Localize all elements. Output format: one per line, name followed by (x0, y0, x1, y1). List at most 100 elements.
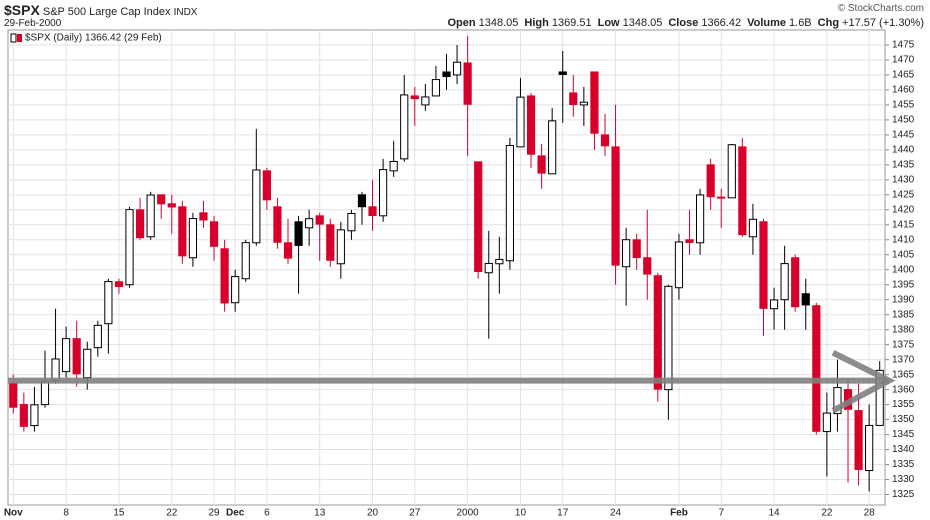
candle-body (537, 155, 546, 174)
y-tick-label: 1340 (892, 444, 915, 455)
candle (854, 383, 863, 486)
candle-body (748, 218, 758, 238)
candle-body (812, 305, 821, 432)
candle-body (622, 239, 631, 268)
candle-body (178, 206, 187, 257)
candle-body (664, 285, 673, 391)
candle (632, 233, 641, 270)
candle (738, 137, 747, 237)
x-tick-label: 17 (557, 508, 569, 519)
candle-body (579, 101, 588, 106)
candle-body (146, 194, 155, 238)
info-label: High (524, 17, 549, 29)
y-tick-label: 1465 (892, 70, 915, 81)
x-tick-label: 28 (864, 508, 876, 519)
candle (167, 194, 176, 234)
candle-body (463, 62, 472, 105)
candle-body (400, 94, 409, 160)
annotation-arrowhead (831, 349, 896, 414)
candle-body (695, 194, 705, 244)
candle-body (590, 71, 599, 134)
candle-body (262, 170, 271, 201)
candle-body (875, 369, 884, 426)
candle (389, 140, 398, 177)
candle (315, 212, 324, 261)
y-tick-label: 1370 (892, 354, 915, 365)
candle (326, 218, 335, 267)
y-tick-label: 1430 (892, 174, 915, 185)
ohlc-info: Open 1348.05 High 1369.51 Low 1348.05 Close 136… (441, 17, 924, 29)
x-tick-label: 8 (63, 508, 69, 519)
info-label: Low (597, 17, 620, 29)
candle (833, 359, 842, 432)
candle (442, 53, 451, 90)
candle (62, 326, 71, 378)
candle (717, 188, 726, 228)
y-tick-label: 1385 (892, 309, 915, 320)
x-tick-label: 22 (821, 508, 833, 519)
candle-body (791, 257, 800, 308)
y-tick-label: 1425 (892, 189, 915, 200)
candle (199, 200, 208, 228)
candle-body (252, 169, 261, 244)
candle-body (410, 95, 419, 100)
candle (516, 77, 525, 148)
candle-body (336, 229, 345, 265)
y-tick-label: 1360 (892, 384, 915, 395)
y-tick-label: 1455 (892, 100, 915, 111)
candle-body (51, 358, 60, 382)
candle-body (516, 96, 525, 148)
candle-body (484, 262, 493, 274)
candle-body (315, 215, 324, 225)
candle-body (199, 212, 208, 221)
candle-body (241, 242, 250, 280)
info-value: 1366.42 (701, 17, 742, 29)
candle (526, 92, 536, 168)
x-tick-label: 10 (515, 508, 527, 519)
candle-body (368, 206, 377, 217)
candle-body (273, 206, 282, 243)
candle (822, 392, 831, 477)
candle-body (833, 387, 842, 415)
candle-body (93, 324, 102, 349)
candle-body (379, 169, 388, 217)
candle-body (780, 263, 789, 301)
candle (463, 35, 472, 156)
title: S&P 500 Large Cap Index (42, 6, 171, 18)
legend: $SPX (Daily) 1366.42 (29 Feb) (10, 33, 162, 44)
candle-body (294, 221, 303, 246)
candle (431, 65, 441, 97)
x-tick-label: Dec (226, 508, 245, 519)
header: $SPX S&P 500 Large Cap Index INDX (4, 2, 197, 18)
candle (611, 104, 620, 285)
candle-body (40, 381, 50, 406)
candle (664, 284, 673, 420)
candle-body (822, 412, 831, 433)
symbol: $SPX (4, 2, 40, 18)
x-tick-label: 20 (367, 508, 379, 519)
candle (368, 179, 377, 231)
candle (558, 50, 567, 123)
candle-body (643, 257, 652, 275)
x-tick-label: 6 (264, 508, 270, 519)
y-tick-label: 1355 (892, 399, 915, 410)
candle-body (611, 146, 620, 266)
candle (336, 221, 345, 279)
candle (759, 218, 768, 336)
candle-body (854, 410, 863, 470)
candle (537, 143, 546, 189)
candle (400, 74, 409, 162)
y-tick-label: 1475 (892, 40, 915, 51)
candle (505, 137, 514, 270)
candle (727, 143, 736, 199)
candle (283, 218, 293, 264)
info-label: Close (668, 17, 699, 29)
candle-body (326, 224, 335, 261)
candle-body (305, 218, 314, 229)
candle-body (769, 299, 779, 310)
candle (780, 245, 789, 330)
candle-body (674, 241, 684, 289)
x-tick-label: 27 (409, 508, 421, 519)
candle (72, 320, 81, 387)
